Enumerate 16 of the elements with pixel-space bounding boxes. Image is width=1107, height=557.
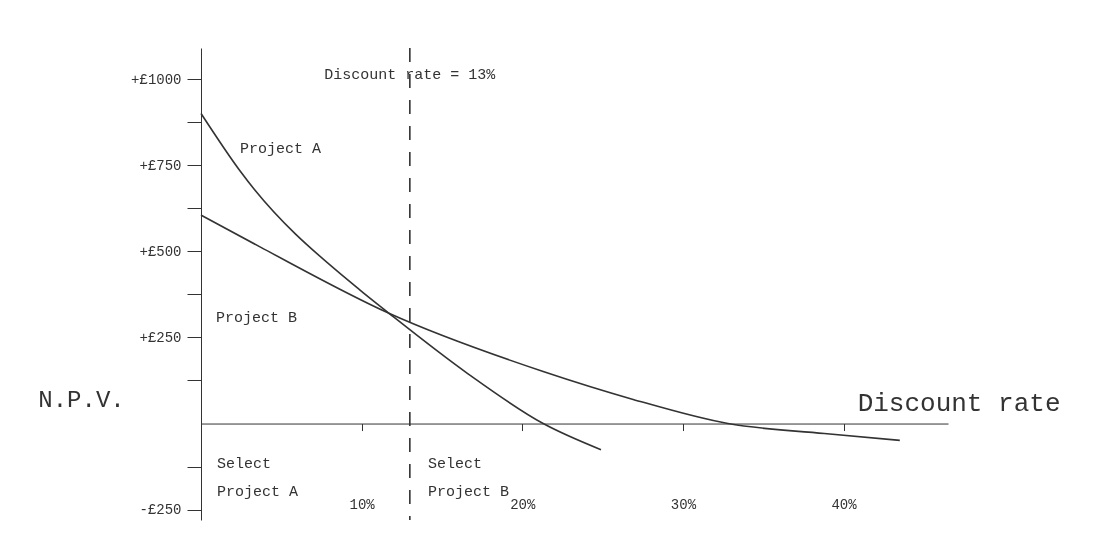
x-tick-label: 40%: [831, 496, 858, 513]
x-tick-label: 10%: [349, 496, 376, 513]
series-label: Project A: [240, 141, 322, 158]
y-axis-title: N.P.V.: [38, 387, 125, 415]
x-tick-label: 20%: [510, 496, 536, 513]
x-tick-label: 30%: [670, 496, 697, 513]
y-tick-label: +£500: [139, 243, 182, 260]
y-tick-label: +£1000: [131, 71, 182, 88]
annotation: Select Project B: [428, 456, 510, 501]
ref-line-label: Discount rate = 13%: [324, 67, 497, 84]
y-tick-label: -£250: [139, 502, 182, 519]
y-tick-label: +£750: [139, 157, 182, 174]
x-axis-title: Discount rate: [857, 389, 1061, 420]
annotation: Select Project A: [217, 456, 299, 501]
text: Project B: [216, 310, 298, 327]
y-tick-label: +£250: [139, 329, 182, 346]
